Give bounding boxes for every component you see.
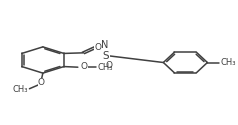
Text: O: O — [94, 43, 101, 52]
Text: O: O — [81, 62, 88, 72]
Text: O: O — [38, 78, 45, 87]
Text: CH₃: CH₃ — [220, 58, 236, 67]
Text: CH₃: CH₃ — [13, 85, 28, 94]
Text: N: N — [101, 40, 109, 50]
Text: S: S — [103, 51, 109, 61]
Text: CH₃: CH₃ — [97, 63, 113, 72]
Text: O: O — [105, 61, 112, 70]
